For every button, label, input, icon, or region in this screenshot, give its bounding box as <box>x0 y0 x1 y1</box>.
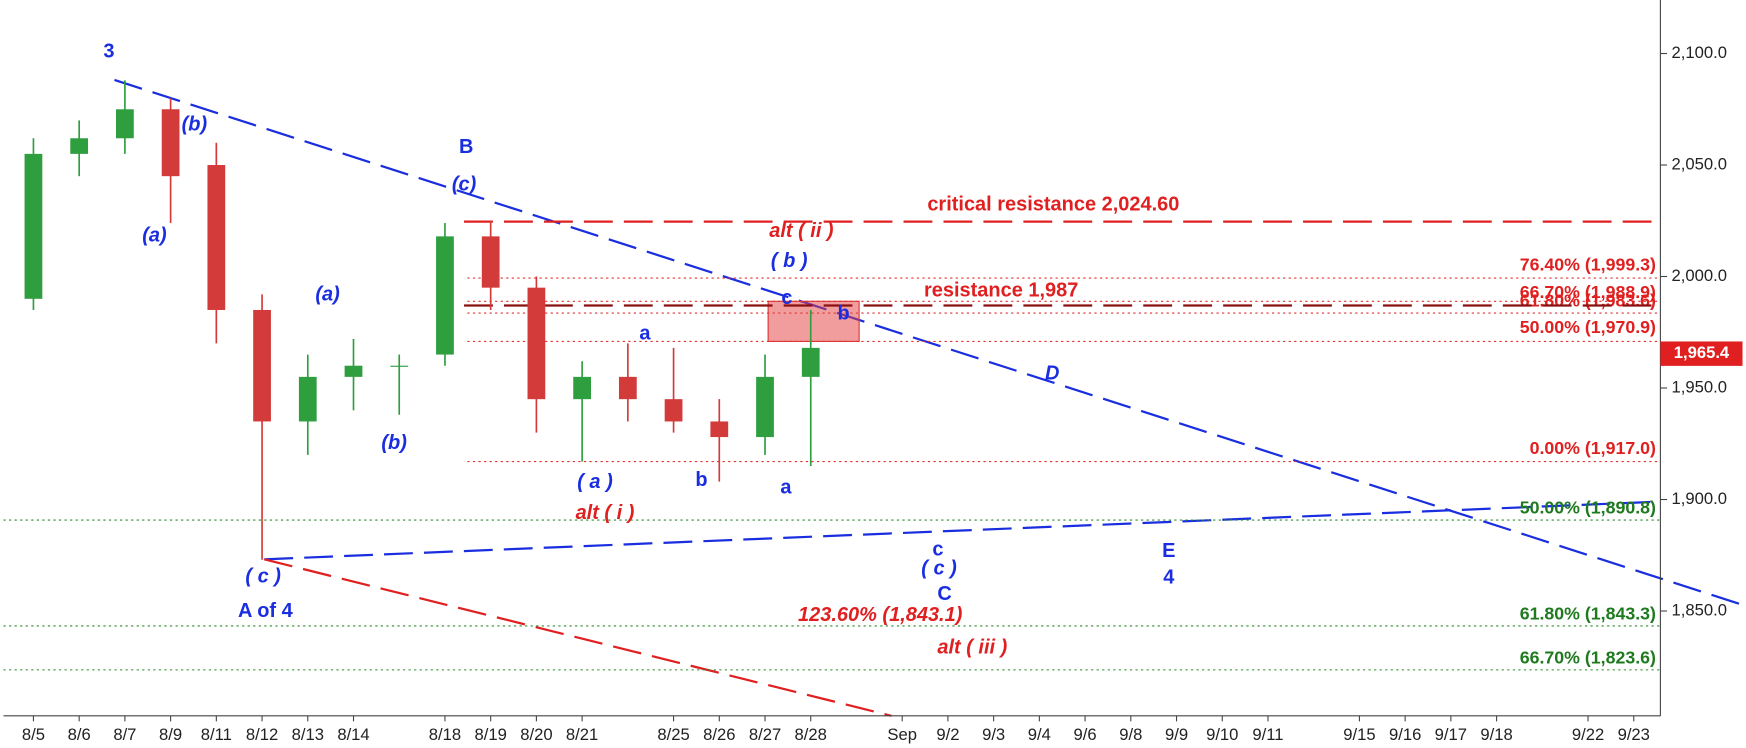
candle-body <box>298 376 317 422</box>
candle-body <box>664 399 683 422</box>
x-tick-label: 8/6 <box>68 725 91 744</box>
x-tick-label: 8/25 <box>657 725 689 744</box>
wave-label: c <box>781 287 792 309</box>
trendline <box>264 500 1661 561</box>
x-tick-label: 8/11 <box>201 725 232 744</box>
candle-body <box>161 109 180 177</box>
wave-label: (b) <box>381 432 407 454</box>
x-tick-label: 8/28 <box>795 725 827 744</box>
x-tick-label: 9/22 <box>1572 725 1604 744</box>
fib-label: 61.80% (1,843.3) <box>1520 604 1656 624</box>
wave-label: 4 <box>1163 566 1174 588</box>
target-zone <box>767 300 860 342</box>
wave-label: B <box>459 136 473 158</box>
y-tick-label: 2,050.0 <box>1671 154 1726 173</box>
wave-label: (c) <box>452 174 477 196</box>
candle-body <box>527 287 546 400</box>
x-tick-label: 9/3 <box>982 725 1005 744</box>
fib-label: 76.40% (1,999.3) <box>1520 255 1656 275</box>
last-price-label: 1,965.4 <box>1674 343 1730 362</box>
wave-label: (b) <box>182 114 208 136</box>
x-tick-label: 8/7 <box>113 725 136 744</box>
wave-label: 3 <box>103 40 114 62</box>
wave-label: E <box>1162 540 1175 562</box>
x-tick-label: 8/21 <box>566 725 598 744</box>
x-tick-label: 9/16 <box>1389 725 1421 744</box>
x-tick-label: 8/13 <box>292 725 324 744</box>
x-tick-label: 9/11 <box>1252 725 1283 744</box>
x-tick-label: 9/10 <box>1206 725 1238 744</box>
candle-body <box>756 376 774 438</box>
x-tick-label: 9/17 <box>1435 725 1467 744</box>
y-tick-label: 2,100.0 <box>1671 43 1726 62</box>
x-tick-label: 8/20 <box>520 725 552 744</box>
resistance-label: resistance 1,987 <box>924 279 1078 301</box>
trendline <box>264 558 892 717</box>
fib-label: 61.80% (1,983.6) <box>1520 291 1656 311</box>
fib-label: 0.00% (1,917.0) <box>1530 438 1656 458</box>
wave-label: a <box>780 477 792 499</box>
wave-label: alt ( iii ) <box>937 636 1007 658</box>
x-tick-label: 8/12 <box>246 725 278 744</box>
wave-label: b <box>695 469 707 491</box>
candle-body <box>481 236 500 288</box>
x-tick-label: 9/18 <box>1480 725 1512 744</box>
y-tick-label: 1,900.0 <box>1671 489 1726 508</box>
x-tick-label: 9/6 <box>1074 725 1097 744</box>
wave-label: (a) <box>142 225 167 247</box>
wave-label: a <box>639 322 651 344</box>
x-tick-label: Sep <box>887 725 917 744</box>
y-tick-label: 1,950.0 <box>1671 377 1726 396</box>
candle-body <box>253 309 271 422</box>
wave-label: b <box>837 302 849 324</box>
x-tick-label: 8/27 <box>749 725 781 744</box>
wave-label: c <box>932 539 943 561</box>
x-tick-label: 9/9 <box>1165 725 1188 744</box>
wave-label: C <box>937 583 951 605</box>
fib-label: 66.70% (1,988.9) <box>1520 282 1656 302</box>
candle-body <box>618 376 637 400</box>
x-tick-label: 9/2 <box>936 725 959 744</box>
wave-label: A of 4 <box>238 600 293 622</box>
x-tick-label: 8/5 <box>22 725 45 744</box>
candle-body <box>70 138 89 154</box>
fib-label: 50.00% (1,970.9) <box>1520 317 1656 337</box>
wave-label: 123.60% (1,843.1) <box>798 604 963 626</box>
candle-body <box>116 109 134 139</box>
x-tick-label: 9/15 <box>1343 725 1375 744</box>
last-price-box <box>1660 341 1743 366</box>
wave-label: ( c ) <box>921 558 957 580</box>
x-tick-label: 8/14 <box>337 725 369 744</box>
y-tick-label: 1,850.0 <box>1671 600 1726 619</box>
wave-label: ( c ) <box>245 565 281 587</box>
x-tick-label: 8/18 <box>429 725 461 744</box>
fib-label: 66.70% (1,823.6) <box>1520 647 1656 667</box>
candle-body <box>390 365 409 367</box>
candle-body <box>436 236 454 355</box>
x-tick-label: 8/9 <box>159 725 182 744</box>
candle-body <box>573 376 592 400</box>
wave-label: D <box>1045 362 1059 384</box>
x-tick-label: 8/26 <box>703 725 735 744</box>
fib-label: 50.00% (1,890.8) <box>1520 498 1656 518</box>
wave-label: (a) <box>315 283 340 305</box>
candle-body <box>24 153 43 299</box>
x-tick-label: 9/23 <box>1618 725 1650 744</box>
wave-label: alt ( i ) <box>576 502 635 524</box>
wave-label: ( a ) <box>577 471 613 493</box>
trendline <box>114 78 1743 606</box>
x-tick-label: 9/8 <box>1119 725 1142 744</box>
candle-body <box>344 365 363 377</box>
wave-label: ( b ) <box>771 250 808 272</box>
x-tick-label: 8/19 <box>474 725 506 744</box>
candle-body <box>801 347 820 377</box>
resistance-label: critical resistance 2,024.60 <box>927 193 1179 215</box>
y-tick-label: 2,000.0 <box>1671 266 1726 285</box>
candle-body <box>710 421 729 438</box>
wave-label: alt ( ii ) <box>769 220 834 242</box>
x-tick-label: 9/4 <box>1028 725 1051 744</box>
candle-body <box>207 165 226 310</box>
